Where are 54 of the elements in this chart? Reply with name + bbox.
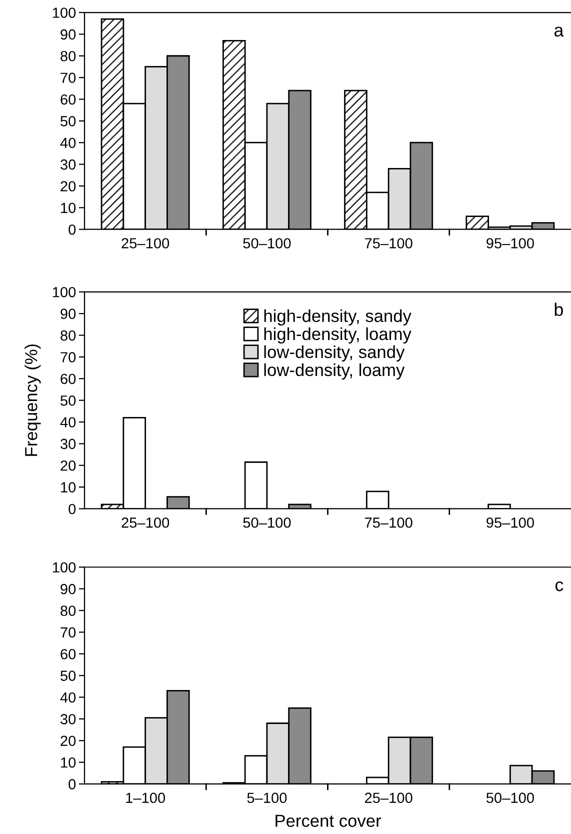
- y-tick-label: 0: [68, 504, 76, 514]
- y-tick-label: 100: [52, 562, 76, 573]
- legend-label: low-density, loamy: [264, 363, 405, 380]
- y-tick-label: 60: [60, 648, 76, 660]
- y-tick-label: 0: [68, 779, 76, 790]
- y-tick-label: 30: [60, 159, 76, 170]
- y-tick-label: 30: [60, 438, 76, 450]
- x-axis-title: Percent cover: [276, 814, 382, 827]
- y-tick-label: 20: [60, 460, 76, 471]
- y-tick-label: 100: [52, 8, 76, 18]
- y-tick-label: 10: [61, 202, 76, 214]
- y-tick-label: 70: [60, 352, 76, 362]
- x-tick-label: 25–100: [364, 792, 412, 804]
- y-tick-label: 60: [60, 374, 76, 384]
- y-tick-label: 40: [60, 692, 76, 703]
- y-tick-label: 30: [60, 714, 76, 724]
- y-tick-label: 50: [60, 395, 76, 406]
- x-tick-label: 75–100: [364, 517, 412, 528]
- legend-label: low-density, sandy: [264, 345, 405, 362]
- y-tick-label: 80: [60, 330, 76, 341]
- annotation: a: [554, 26, 564, 37]
- x-tick-label: 95–100: [486, 517, 534, 528]
- y-tick-label: 70: [60, 627, 76, 638]
- y-tick-label: 40: [60, 138, 76, 148]
- x-tick-label: 50–100: [486, 792, 534, 804]
- legend-label: high-density, sandy: [264, 309, 412, 326]
- y-tick-label: 90: [60, 584, 76, 594]
- x-tick-label: 25–100: [122, 238, 170, 248]
- x-tick-label: 5–100: [247, 792, 287, 804]
- y-tick-label: 90: [60, 308, 76, 320]
- y-tick-label: 0: [68, 224, 76, 235]
- y-tick-label: 10: [61, 757, 76, 768]
- y-tick-label: 20: [60, 736, 76, 746]
- y-tick-label: 70: [60, 72, 76, 83]
- x-tick-label: 50–100: [243, 238, 291, 248]
- x-tick-label: 95–100: [486, 238, 534, 248]
- y-axis-title: Frequency (%): [24, 344, 41, 456]
- y-tick-label: 50: [60, 116, 76, 126]
- annotation: c: [555, 581, 564, 592]
- y-tick-label: 90: [60, 29, 76, 40]
- y-tick-label: 60: [60, 94, 76, 105]
- x-tick-label: 25–100: [122, 517, 170, 528]
- y-tick-label: 80: [60, 606, 76, 616]
- y-tick-label: 10: [61, 482, 76, 492]
- x-tick-label: 75–100: [364, 238, 412, 248]
- y-tick-label: 50: [60, 670, 76, 681]
- y-tick-label: 20: [60, 181, 76, 192]
- x-tick-label: 50–100: [243, 517, 291, 528]
- legend-label: high-density, loamy: [264, 327, 412, 344]
- annotation: b: [554, 302, 563, 316]
- y-tick-label: 40: [60, 417, 76, 428]
- y-tick-label: 80: [60, 50, 76, 62]
- x-tick-label: 1–100: [126, 792, 166, 804]
- y-tick-label: 100: [52, 287, 76, 298]
